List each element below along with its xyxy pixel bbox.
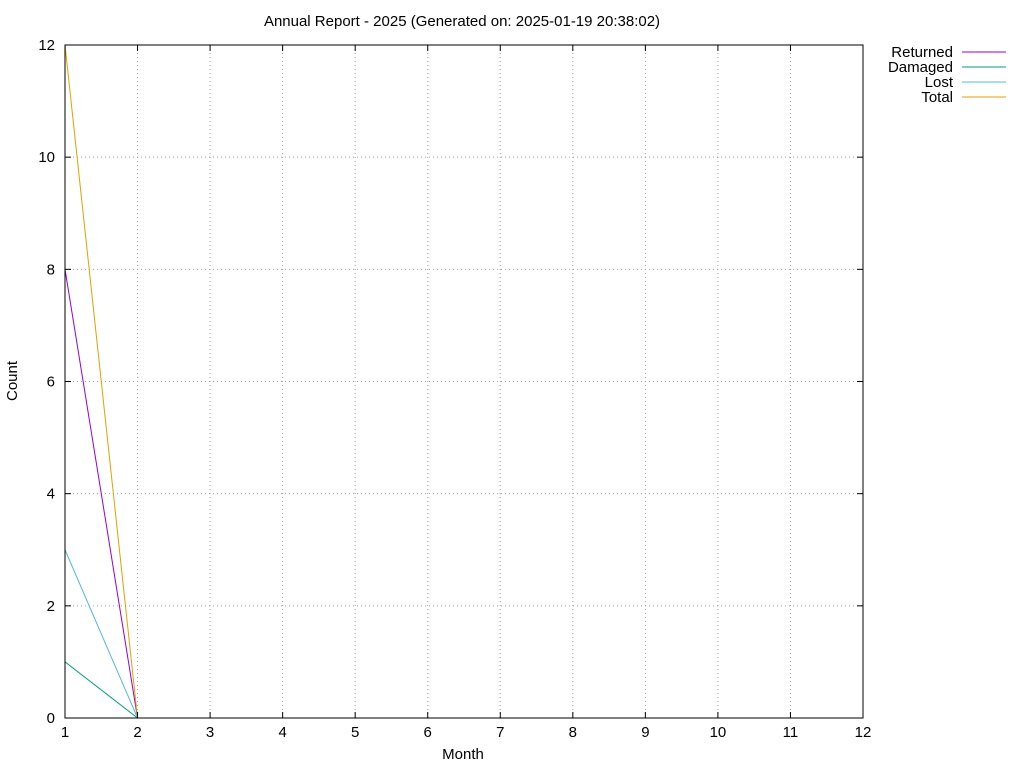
y-tick-label: 0 — [47, 710, 55, 727]
x-axis-ticks: 1 2 3 4 5 6 7 8 9 10 11 12 — [61, 45, 872, 741]
series-line-total — [64, 44, 139, 719]
series-lines — [64, 44, 139, 719]
y-tick-label: 10 — [38, 149, 55, 166]
plot-frame — [64, 44, 864, 719]
series-line-returned — [64, 269, 139, 719]
legend-label-lost: Lost — [925, 74, 954, 91]
y-tick-label: 6 — [47, 374, 55, 391]
x-tick-label: 10 — [710, 724, 727, 741]
legend-label-returned: Returned — [891, 44, 953, 61]
x-tick-label: 5 — [351, 724, 359, 741]
legend-label-damaged: Damaged — [888, 59, 953, 76]
x-tick-label: 11 — [783, 724, 799, 741]
x-tick-label: 3 — [206, 724, 214, 741]
y-tick-label: 12 — [38, 37, 55, 54]
series-line-lost — [64, 549, 139, 719]
chart-title: Annual Report - 2025 (Generated on: 2025… — [264, 13, 660, 30]
x-tick-label: 6 — [424, 724, 432, 741]
y-tick-label: 2 — [47, 598, 55, 615]
x-axis-label: Month — [442, 746, 484, 763]
x-tick-label: 1 — [61, 724, 69, 741]
y-axis-label: Count — [4, 360, 21, 401]
x-tick-label: 7 — [496, 724, 504, 741]
x-tick-label: 12 — [855, 724, 872, 741]
y-tick-label: 8 — [47, 261, 55, 278]
y-axis-ticks: 0 2 4 6 8 10 12 — [38, 37, 863, 727]
grid — [65, 45, 863, 718]
legend-label-total: Total — [921, 89, 953, 106]
series-line-damaged — [64, 661, 138, 719]
x-tick-label: 9 — [641, 724, 649, 741]
y-tick-label: 4 — [47, 486, 55, 503]
x-tick-label: 8 — [569, 724, 577, 741]
x-tick-label: 4 — [278, 724, 286, 741]
x-tick-label: 2 — [133, 724, 141, 741]
